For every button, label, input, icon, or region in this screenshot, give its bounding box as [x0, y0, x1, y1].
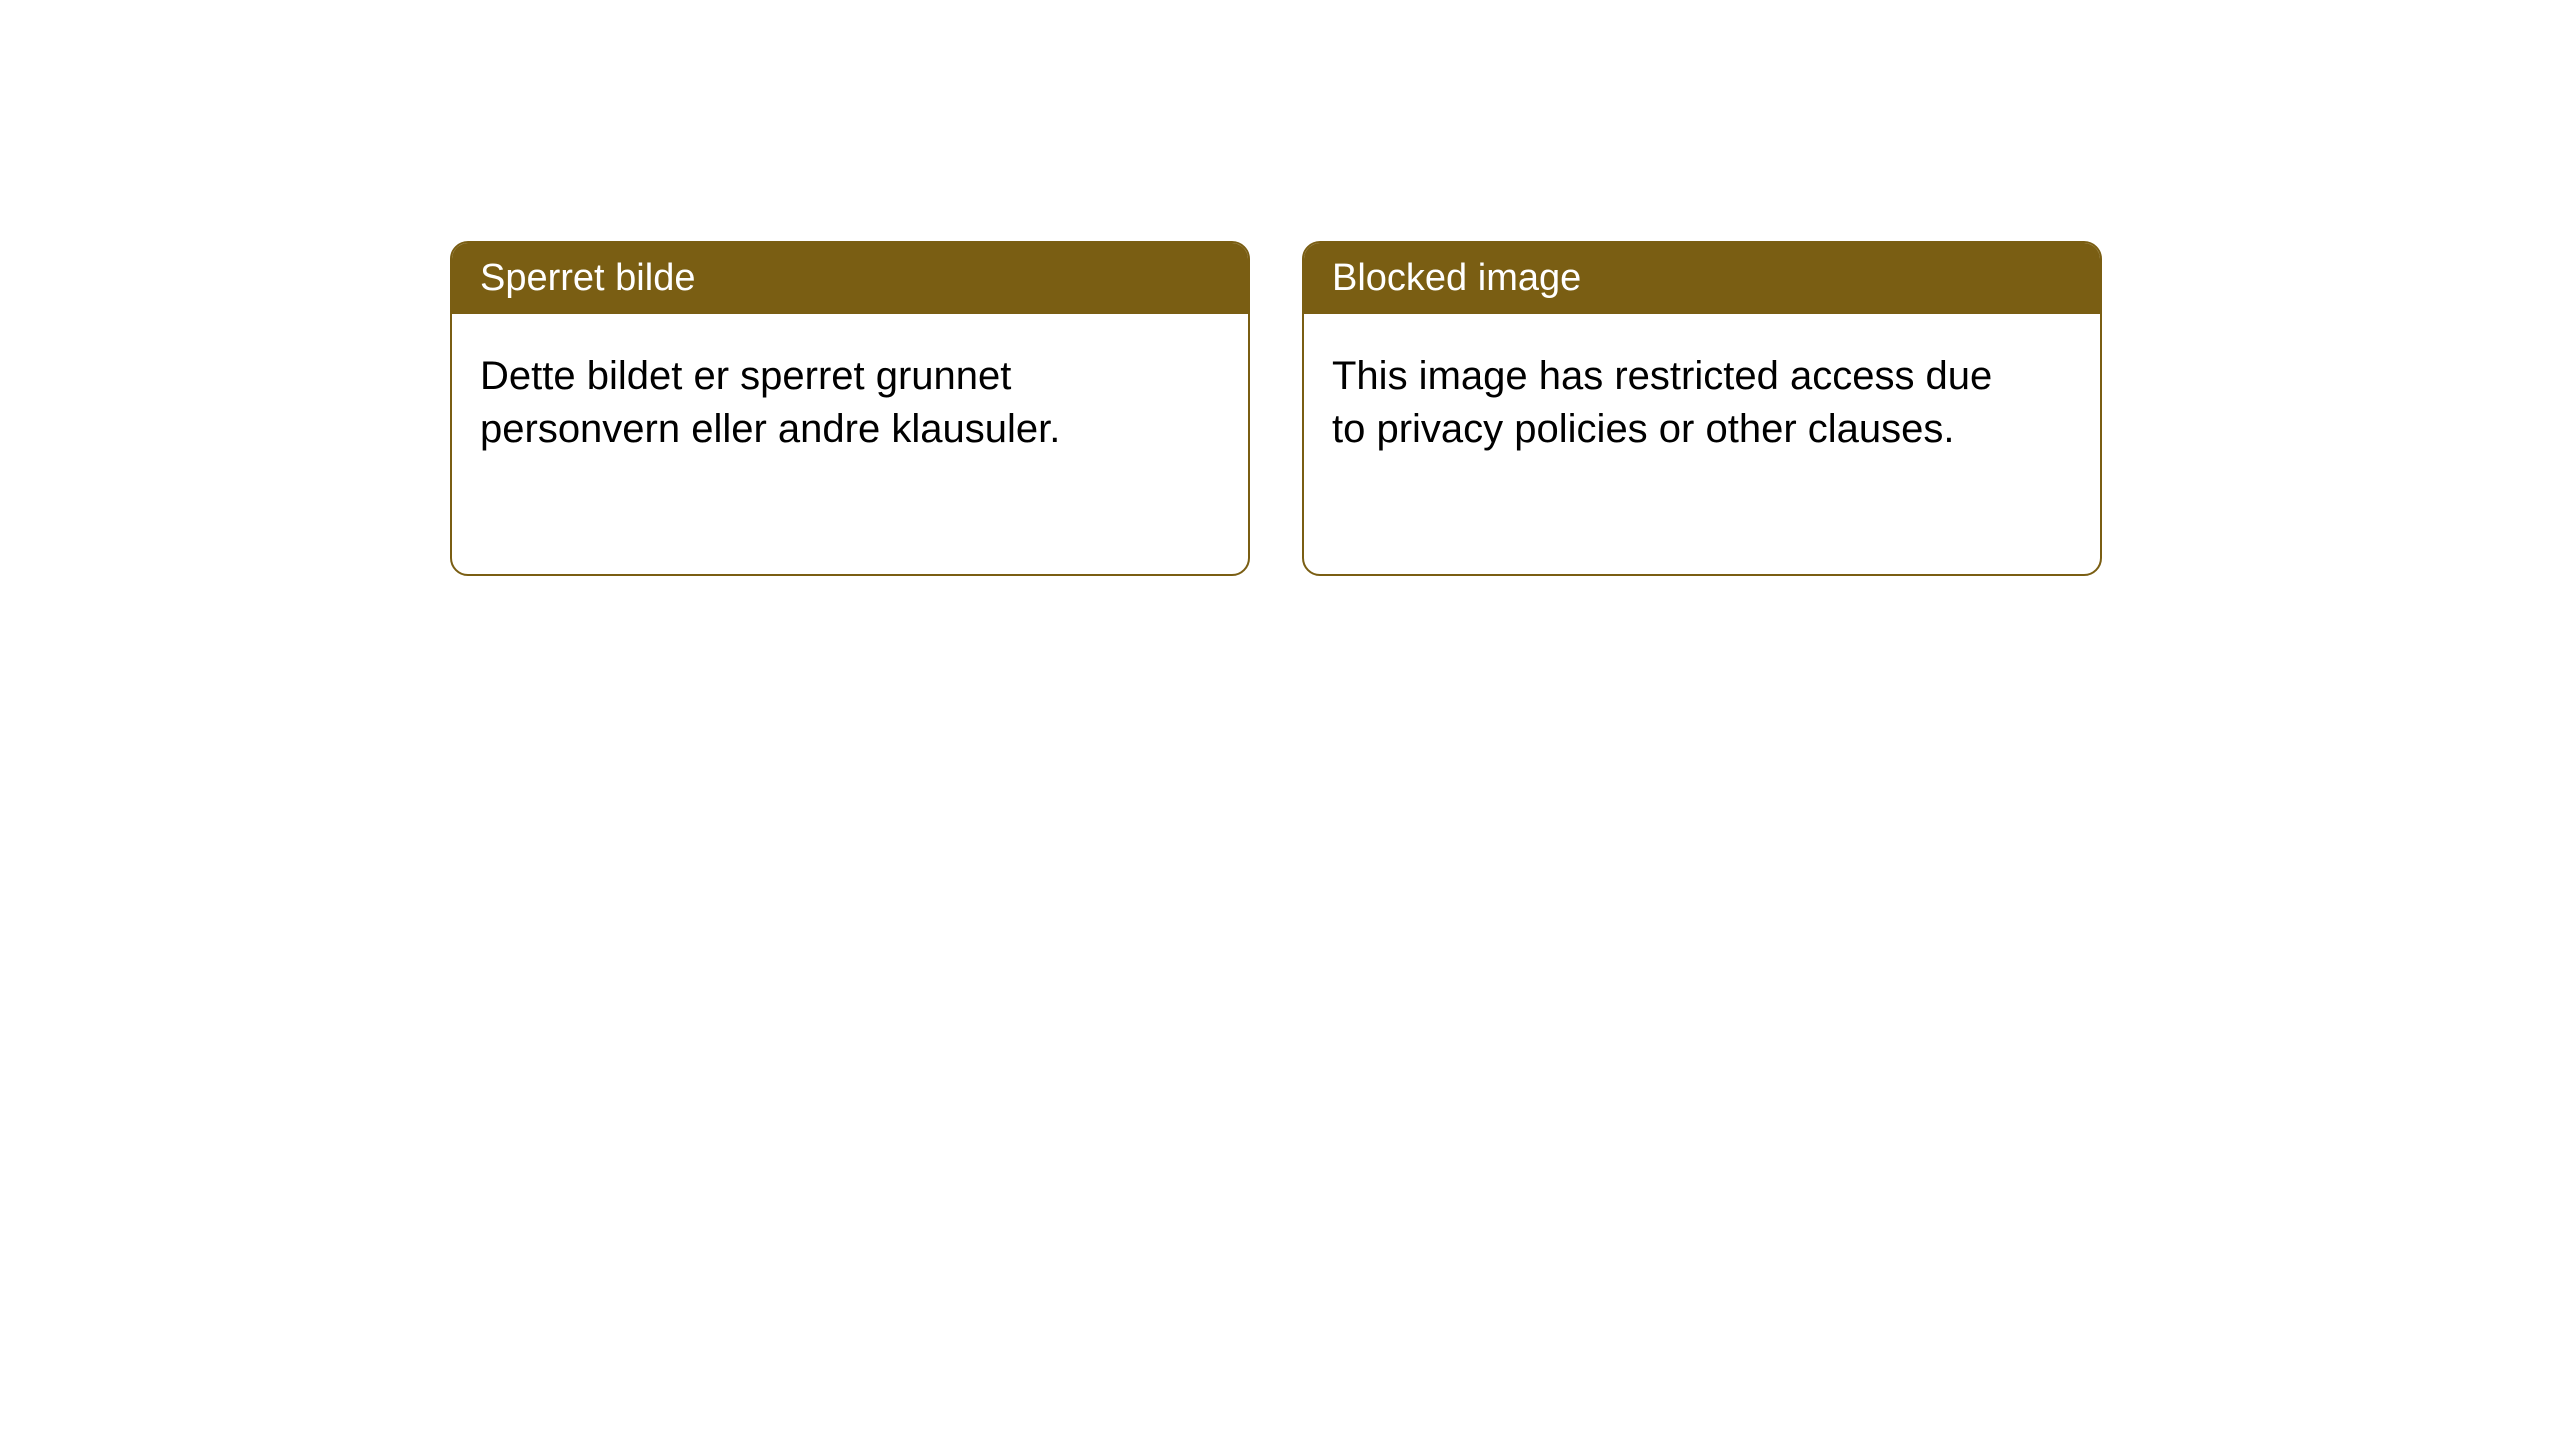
- notice-container: Sperret bilde Dette bildet er sperret gr…: [0, 0, 2560, 576]
- notice-title: Sperret bilde: [452, 243, 1248, 314]
- notice-body: This image has restricted access due to …: [1304, 314, 2024, 492]
- notice-card-english: Blocked image This image has restricted …: [1302, 241, 2102, 576]
- notice-body: Dette bildet er sperret grunnet personve…: [452, 314, 1172, 492]
- notice-title: Blocked image: [1304, 243, 2100, 314]
- notice-card-norwegian: Sperret bilde Dette bildet er sperret gr…: [450, 241, 1250, 576]
